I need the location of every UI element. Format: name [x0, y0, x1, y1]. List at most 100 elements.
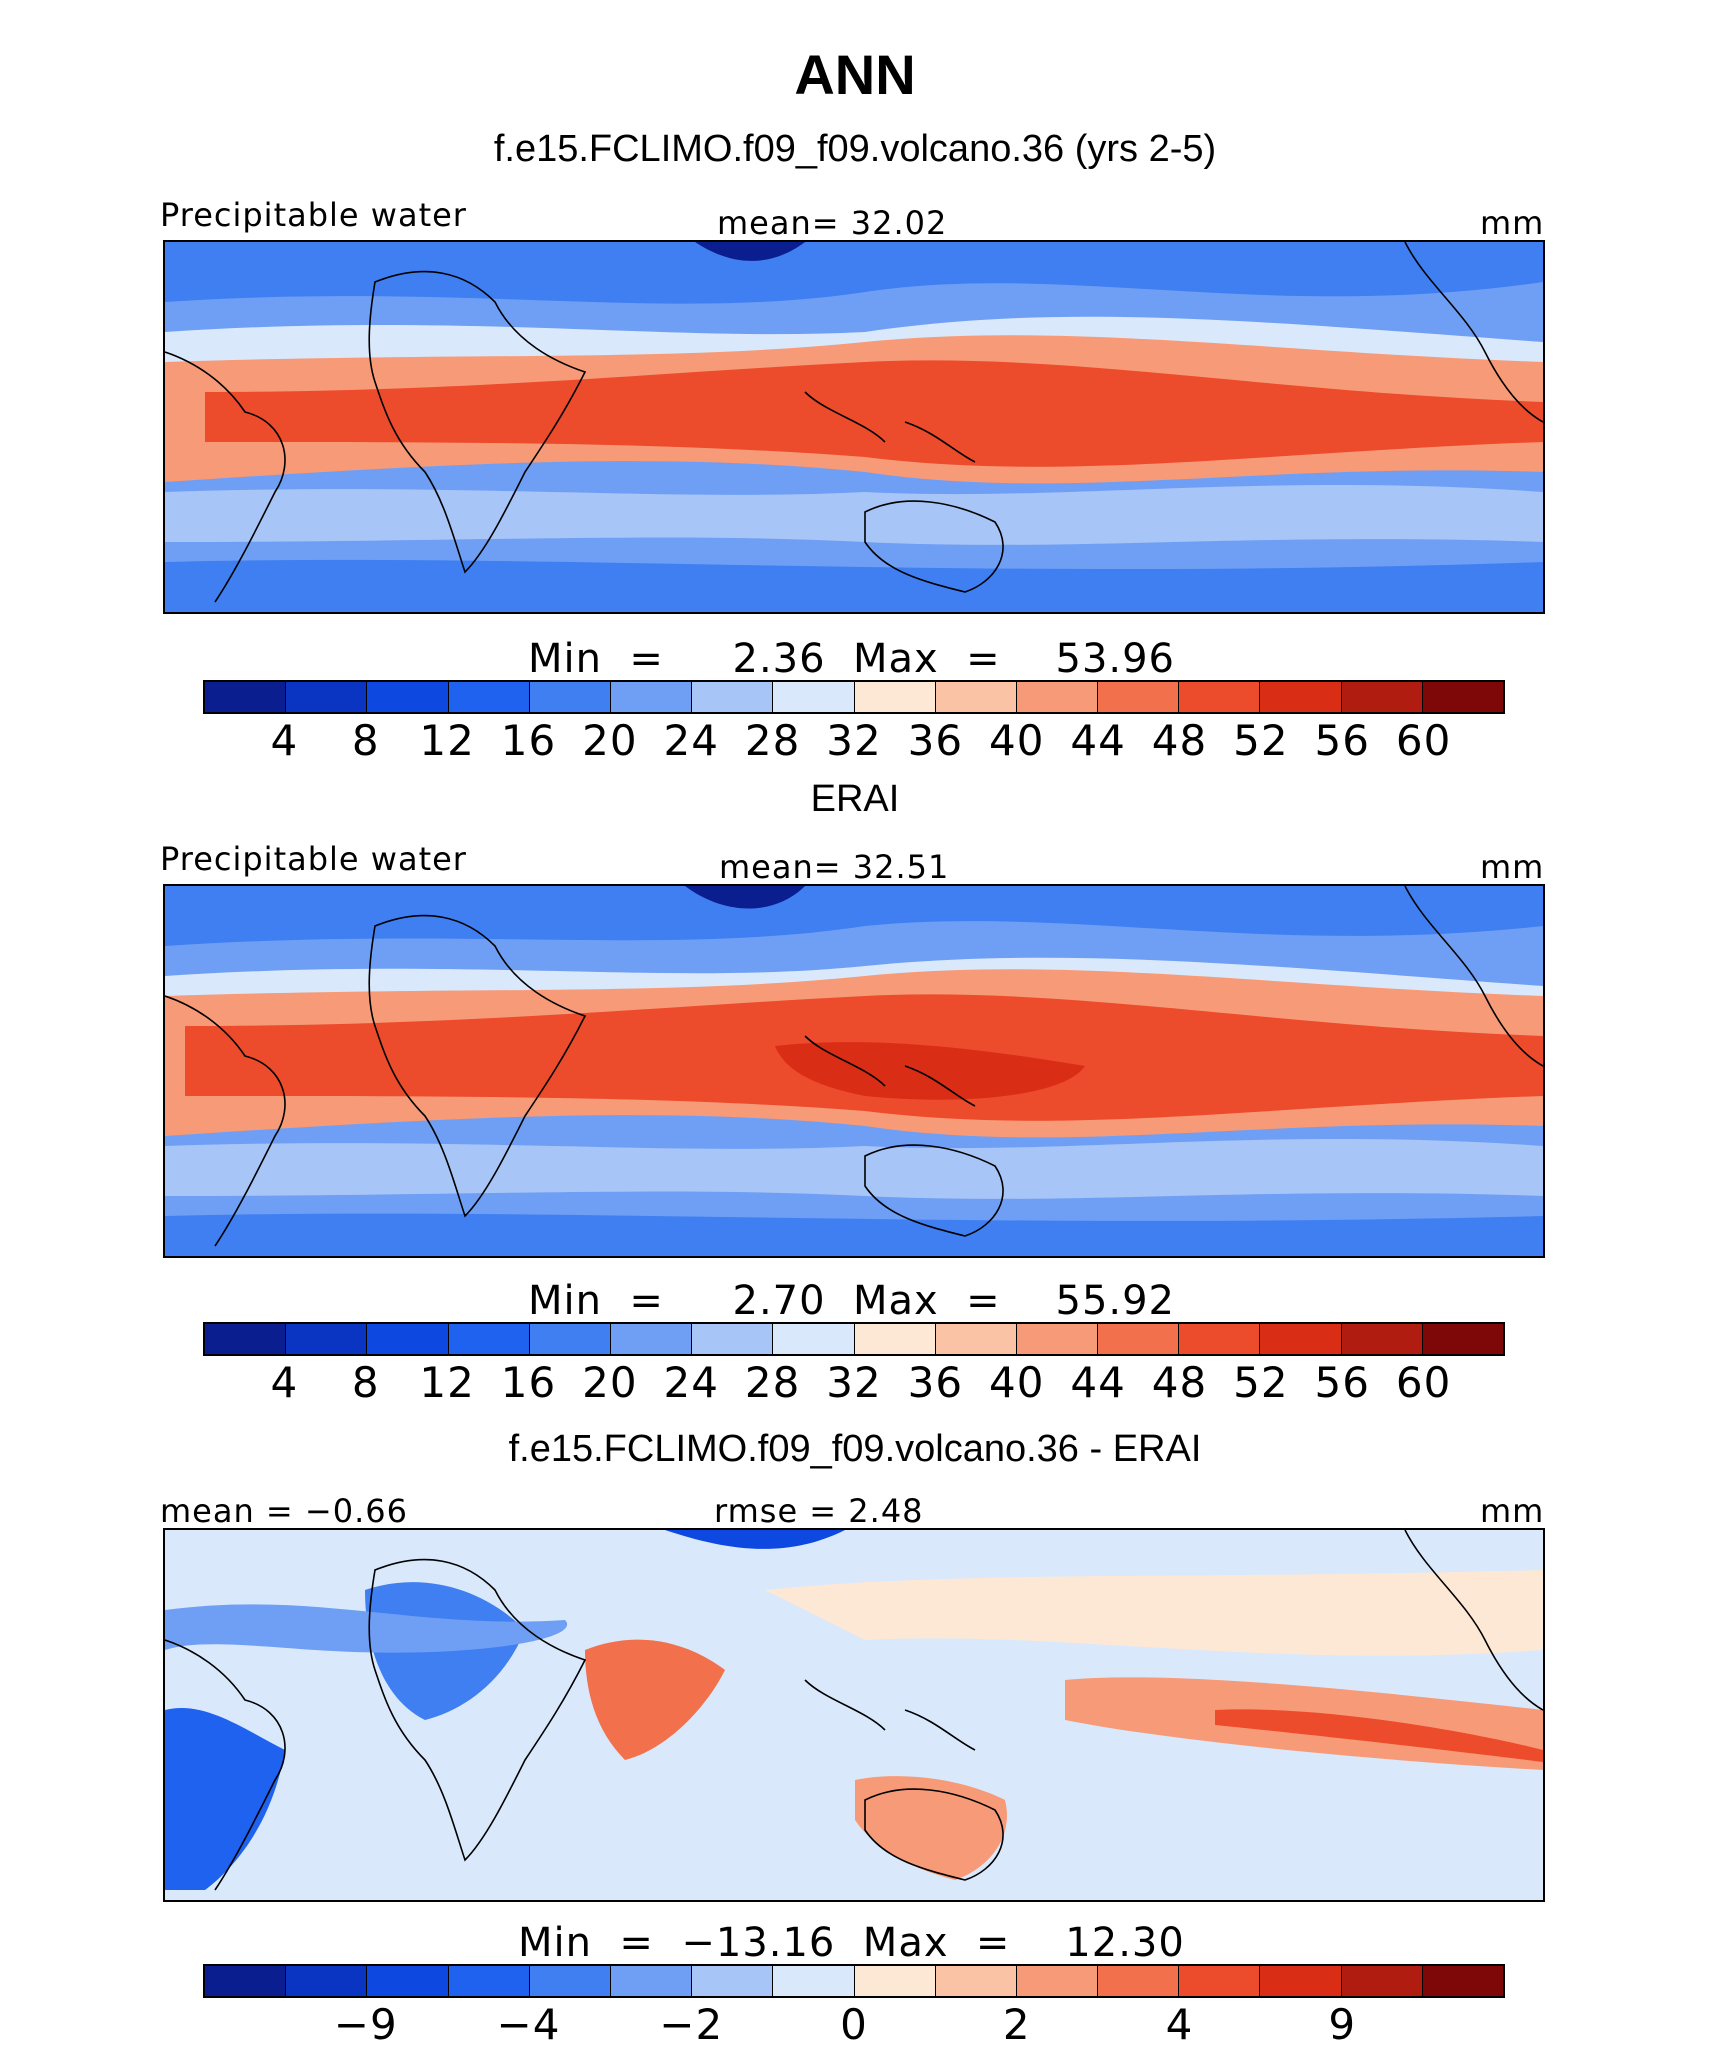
- colorbar-tick-label: 32: [826, 716, 882, 765]
- colorbar-tick-label: 8: [351, 1358, 380, 1407]
- tibet-low: [695, 242, 805, 261]
- colorbar-cell: [205, 1324, 287, 1354]
- colorbar-cell: [1422, 1324, 1503, 1354]
- colorbar-tick-label: −2: [659, 2000, 724, 2049]
- panel-3-minmax: Min = −13.16 Max = 12.30: [518, 1920, 1185, 1966]
- colorbar-tick-label: 56: [1314, 1358, 1370, 1407]
- panel-2-map: [163, 884, 1545, 1258]
- panel-2-map-svg: [165, 886, 1543, 1256]
- colorbar-cell: [205, 682, 287, 712]
- tibet-low: [685, 886, 805, 909]
- colorbar-cell: [286, 1324, 368, 1354]
- colorbar-cell: [1260, 682, 1342, 712]
- colorbar-cell: [367, 1966, 449, 1996]
- panel-3-rmse-label: rmse = 2.48: [714, 1492, 924, 1530]
- negative-anomaly-south-america: [165, 1708, 285, 1890]
- colorbar-tick-label: 60: [1395, 1358, 1452, 1407]
- colorbar-cell: [1016, 1324, 1099, 1354]
- colorbar-tick-label: 0: [840, 2000, 868, 2049]
- colorbar-tick-label: 8: [351, 716, 380, 765]
- northern-band: [165, 886, 1543, 946]
- colorbar-tick-label: 4: [270, 716, 299, 765]
- colorbar-tick-label: 32: [826, 1358, 882, 1407]
- coastlines: [165, 1530, 1543, 1891]
- coastlines: [165, 886, 1543, 1247]
- panel-1-map-svg: [165, 242, 1543, 612]
- panel-2-variable-label: Precipitable water: [160, 840, 467, 878]
- colorbar-tick-label: 44: [1070, 716, 1126, 765]
- figure-title: ANN: [794, 43, 916, 106]
- colorbar-tick-label: 12: [419, 716, 475, 765]
- colorbar-cell: [854, 1324, 936, 1354]
- coastlines: [165, 242, 1543, 603]
- panel-1-title: f.e15.FCLIMO.f09_f09.volcano.36 (yrs 2-5…: [493, 128, 1217, 170]
- panel-3-title: f.e15.FCLIMO.f09_f09.volcano.36 - ERAI: [508, 1428, 1202, 1470]
- panel-3-units: mm: [1480, 1492, 1545, 1530]
- colorbar-tick-label: 44: [1070, 1358, 1126, 1407]
- colorbar-cell: [1098, 682, 1180, 712]
- southern-band: [165, 559, 1543, 612]
- panel-3-colorbar: [203, 1964, 1505, 1998]
- panel-2-colorbar: [203, 1322, 1505, 1356]
- colorbar-tick-label: 24: [663, 716, 719, 765]
- colorbar-cell: [692, 1966, 774, 1996]
- colorbar-tick-label: 2: [1002, 2000, 1031, 2049]
- colorbar-cell: [854, 1966, 936, 1996]
- northern-band: [165, 242, 1543, 304]
- southern-band: [165, 1213, 1543, 1256]
- panel-1-variable-label: Precipitable water: [160, 196, 467, 234]
- colorbar-tick-label: 52: [1233, 1358, 1289, 1407]
- colorbar-cell: [854, 682, 936, 712]
- panel-1-minmax: Min = 2.36 Max = 53.96: [528, 636, 1175, 682]
- colorbar-tick-label: 56: [1314, 716, 1370, 765]
- panel-3-map-svg: [165, 1530, 1543, 1900]
- colorbar-cell: [610, 1324, 693, 1354]
- colorbar-cell: [1260, 1966, 1342, 1996]
- colorbar-tick-label: 24: [663, 1358, 719, 1407]
- colorbar-cell: [1179, 1324, 1261, 1354]
- colorbar-tick-label: −4: [496, 2000, 561, 2049]
- negative-anomaly-atlantic: [165, 1604, 568, 1653]
- colorbar-cell: [205, 1966, 287, 1996]
- panel-2-units: mm: [1480, 848, 1545, 886]
- colorbar-cell: [610, 1966, 693, 1996]
- colorbar-tick-label: 4: [270, 1358, 299, 1407]
- colorbar-tick-label: 40: [989, 1358, 1045, 1407]
- colorbar-cell: [773, 682, 855, 712]
- subtropic-band-south: [165, 484, 1543, 545]
- colorbar-tick-label: −9: [333, 2000, 398, 2049]
- colorbar-cell: [692, 1324, 774, 1354]
- colorbar-cell: [1341, 682, 1423, 712]
- colorbar-cell: [1341, 1324, 1423, 1354]
- colorbar-cell: [529, 682, 611, 712]
- colorbar-cell: [1098, 1966, 1180, 1996]
- colorbar-cell: [1179, 682, 1261, 712]
- subtropic-band-south: [165, 1138, 1543, 1199]
- panel-1-colorbar-ticks: 4 8 12 16 20 24 28 32 36 40 44 48 52 56 …: [203, 716, 1505, 766]
- panel-2-minmax: Min = 2.70 Max = 55.92: [528, 1278, 1175, 1324]
- colorbar-tick-label: 16: [500, 1358, 557, 1407]
- panel-2-colorbar-ticks: 4 8 12 16 20 24 28 32 36 40 44 48 52 56 …: [203, 1358, 1505, 1408]
- colorbar-cell: [935, 1324, 1017, 1354]
- colorbar-tick-label: 20: [582, 1358, 638, 1407]
- colorbar-cell: [1260, 1324, 1342, 1354]
- colorbar-tick-label: 40: [989, 716, 1045, 765]
- positive-anomaly-arabian-sea: [585, 1639, 725, 1760]
- colorbar-cell: [935, 682, 1017, 712]
- positive-anomaly-australia: [855, 1776, 1007, 1880]
- panel-1-map: [163, 240, 1545, 614]
- colorbar-tick-label: 12: [419, 1358, 475, 1407]
- colorbar-cell: [1341, 1966, 1423, 1996]
- colorbar-cell: [773, 1324, 855, 1354]
- colorbar-cell: [773, 1966, 855, 1996]
- panel-1-colorbar: [203, 680, 1505, 714]
- colorbar-cell: [692, 682, 774, 712]
- colorbar-tick-label: 28: [744, 716, 801, 765]
- colorbar-cell: [286, 682, 368, 712]
- panel-2-mean-label: mean= 32.51: [719, 848, 950, 886]
- colorbar-cell: [529, 1324, 611, 1354]
- warm-pool: [775, 1042, 1085, 1100]
- colorbar-cell: [1098, 1324, 1180, 1354]
- colorbar-tick-label: 9: [1328, 2000, 1357, 2049]
- negative-anomaly-tibet: [665, 1530, 845, 1549]
